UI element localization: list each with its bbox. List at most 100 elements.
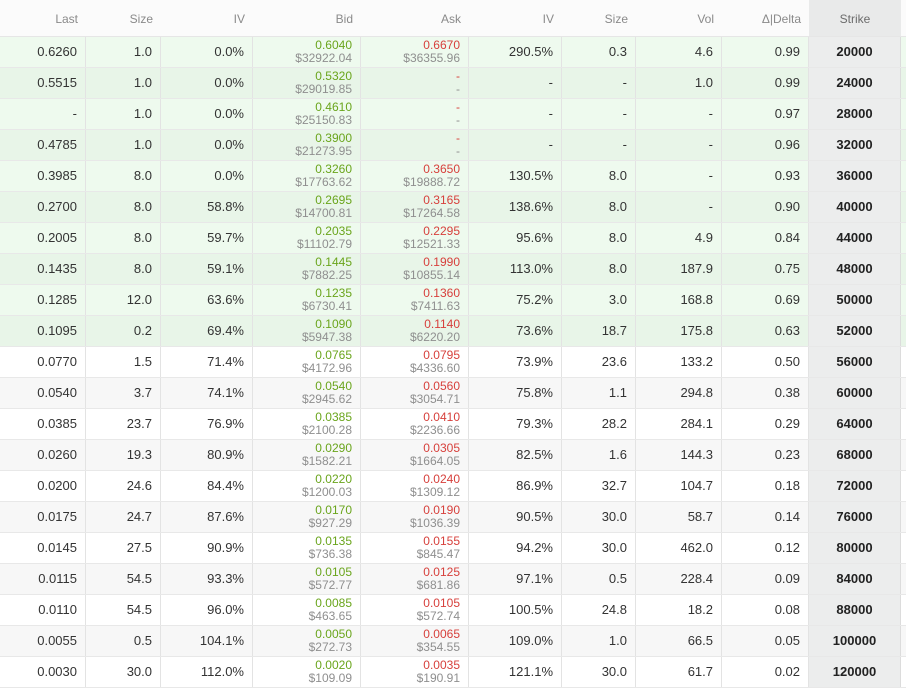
cell-bid[interactable]: 0.0050 $272.73: [253, 626, 361, 656]
cell-strike[interactable]: 120000: [809, 657, 901, 687]
col-header-delta[interactable]: Δ|Delta: [761, 12, 801, 26]
table-row[interactable]: 0.1435 8.0 59.1% 0.1445 $7882.25 0.1990 $10855…: [0, 254, 906, 285]
cell-ask[interactable]: --: [361, 99, 469, 129]
table-row[interactable]: 0.0260 19.3 80.9% 0.0290 $1582.21 0.0305 $1664…: [0, 440, 906, 471]
cell-bid[interactable]: 0.6040 $32922.04: [253, 37, 361, 67]
table-row[interactable]: 0.0110 54.5 96.0% 0.0085 $463.65 0.0105 $572.7…: [0, 595, 906, 626]
table-row[interactable]: 0.1285 12.0 63.6% 0.1235 $6730.41 0.1360 $7411…: [0, 285, 906, 316]
col-header-strike[interactable]: Strike: [809, 0, 901, 36]
cell-bid[interactable]: 0.5320 $29019.85: [253, 68, 361, 98]
cell-strike[interactable]: 20000: [809, 37, 901, 67]
cell-strike[interactable]: 36000: [809, 161, 901, 191]
cell-ask[interactable]: 0.0125 $681.86: [361, 564, 469, 594]
cell-ask[interactable]: 0.0795 $4336.60: [361, 347, 469, 377]
table-row[interactable]: 0.0115 54.5 93.3% 0.0105 $572.77 0.0125 $681.8…: [0, 564, 906, 595]
cell-bid[interactable]: 0.0290 $1582.21: [253, 440, 361, 470]
cell-strike[interactable]: 44000: [809, 223, 901, 253]
table-row[interactable]: 0.2700 8.0 58.8% 0.2695 $14700.81 0.3165 $1726…: [0, 192, 906, 223]
col-header-last[interactable]: Last: [55, 12, 78, 26]
cell-strike[interactable]: 32000: [809, 130, 901, 160]
cell-size: 8.0: [86, 161, 161, 191]
cell-ask[interactable]: 0.0240 $1309.12: [361, 471, 469, 501]
cell-strike[interactable]: 56000: [809, 347, 901, 377]
cell-strike[interactable]: 50000: [809, 285, 901, 315]
cell-strike[interactable]: 80000: [809, 533, 901, 563]
cell-delta: 0.02: [722, 657, 809, 687]
cell-bid[interactable]: 0.2035 $11102.79: [253, 223, 361, 253]
col-header-iv[interactable]: IV: [233, 12, 245, 26]
table-row[interactable]: 0.5515 1.0 0.0% 0.5320 $29019.85- - - -1.0 0.99 2…: [0, 68, 906, 99]
cell-bid[interactable]: 0.4610 $25150.83: [253, 99, 361, 129]
cell-bid[interactable]: 0.1090 $5947.38: [253, 316, 361, 346]
cell-bid[interactable]: 0.0020 $109.09: [253, 657, 361, 687]
table-row[interactable]: 0.4785 1.0 0.0% 0.3900 $21273.95- - - - -0.96 320…: [0, 130, 906, 161]
table-row[interactable]: -1.0 0.0% 0.4610 $25150.83- - - - -0.97 28000: [0, 99, 906, 130]
table-row[interactable]: 0.3985 8.0 0.0% 0.3260 $17763.62 0.3650 $19888…: [0, 161, 906, 192]
table-row[interactable]: 0.2005 8.0 59.7% 0.2035 $11102.79 0.2295 $1252…: [0, 223, 906, 254]
cell-bid[interactable]: 0.0170 $927.29: [253, 502, 361, 532]
cell-ask[interactable]: 0.0105 $572.74: [361, 595, 469, 625]
col-header-size-ask[interactable]: Size: [604, 12, 628, 26]
cell-ask[interactable]: 0.0035 $190.91: [361, 657, 469, 687]
cell-ask[interactable]: 0.1140 $6220.20: [361, 316, 469, 346]
table-row[interactable]: 0.0385 23.7 76.9% 0.0385 $2100.28 0.0410 $2236…: [0, 409, 906, 440]
cell-ask[interactable]: 0.6670 $36355.96: [361, 37, 469, 67]
col-header-iv-ask[interactable]: IV: [542, 12, 554, 26]
cell-ask[interactable]: --: [361, 68, 469, 98]
cell-strike[interactable]: 40000: [809, 192, 901, 222]
table-row[interactable]: 0.6260 1.0 0.0% 0.6040 $32922.04 0.6670 $36355…: [0, 37, 906, 68]
table-row[interactable]: 0.0055 0.5 104.1% 0.0050 $272.73 0.0065 $354.5…: [0, 626, 906, 657]
table-row[interactable]: 0.0770 1.5 71.4% 0.0765 $4172.96 0.0795 $4336.…: [0, 347, 906, 378]
cell-ask[interactable]: 0.0065 $354.55: [361, 626, 469, 656]
col-header-size[interactable]: Size: [129, 12, 153, 26]
cell-iv: 84.4%: [161, 471, 253, 501]
table-row[interactable]: 0.1095 0.2 69.4% 0.1090 $5947.38 0.1140 $6220.…: [0, 316, 906, 347]
cell-bid[interactable]: 0.0385 $2100.28: [253, 409, 361, 439]
cell-ask[interactable]: 0.2295 $12521.33: [361, 223, 469, 253]
cell-ask[interactable]: --: [361, 130, 469, 160]
cell-strike[interactable]: 100000: [809, 626, 901, 656]
cell-bid[interactable]: 0.0135 $736.38: [253, 533, 361, 563]
cell-strike[interactable]: 72000: [809, 471, 901, 501]
cell-vol: 133.2: [636, 347, 722, 377]
cell-bid[interactable]: 0.0220 $1200.03: [253, 471, 361, 501]
cell-bid[interactable]: 0.1445 $7882.25: [253, 254, 361, 284]
cell-strike[interactable]: 64000: [809, 409, 901, 439]
table-row[interactable]: 0.0145 27.5 90.9% 0.0135 $736.38 0.0155 $845.4…: [0, 533, 906, 564]
cell-bid[interactable]: 0.0765 $4172.96: [253, 347, 361, 377]
cell-ask[interactable]: 0.1990 $10855.14: [361, 254, 469, 284]
cell-bid[interactable]: 0.3260 $17763.62: [253, 161, 361, 191]
cell-strike[interactable]: 52000: [809, 316, 901, 346]
cell-bid[interactable]: 0.0540 $2945.62: [253, 378, 361, 408]
col-header-ask[interactable]: Ask: [440, 12, 461, 26]
table-row[interactable]: 0.0540 3.7 74.1% 0.0540 $2945.62 0.0560 $3054.…: [0, 378, 906, 409]
cell-strike[interactable]: 68000: [809, 440, 901, 470]
cell-strike[interactable]: 24000: [809, 68, 901, 98]
cell-bid[interactable]: 0.0085 $463.65: [253, 595, 361, 625]
cell-ask[interactable]: 0.3650 $19888.72: [361, 161, 469, 191]
cell-ask[interactable]: 0.0410 $2236.66: [361, 409, 469, 439]
cell-ask[interactable]: 0.0560 $3054.71: [361, 378, 469, 408]
cell-strike[interactable]: 60000: [809, 378, 901, 408]
cell-size2: -: [562, 99, 636, 129]
cell-bid[interactable]: 0.0105 $572.77: [253, 564, 361, 594]
cell-ask[interactable]: 0.0155 $845.47: [361, 533, 469, 563]
cell-bid[interactable]: 0.2695 $14700.81: [253, 192, 361, 222]
col-header-vol[interactable]: Vol: [697, 12, 714, 26]
table-row[interactable]: 0.0200 24.6 84.4% 0.0220 $1200.03 0.0240 $1309…: [0, 471, 906, 502]
cell-bid[interactable]: 0.3900 $21273.95: [253, 130, 361, 160]
cell-ask[interactable]: 0.3165 $17264.58: [361, 192, 469, 222]
cell-strike[interactable]: 48000: [809, 254, 901, 284]
cell-bid[interactable]: 0.1235 $6730.41: [253, 285, 361, 315]
cell-ask[interactable]: 0.0305 $1664.05: [361, 440, 469, 470]
cell-ask[interactable]: 0.1360 $7411.63: [361, 285, 469, 315]
cell-strike[interactable]: 88000: [809, 595, 901, 625]
cell-ask[interactable]: 0.0190 $1036.39: [361, 502, 469, 532]
cell-strike[interactable]: 76000: [809, 502, 901, 532]
cell-size2: 30.0: [562, 533, 636, 563]
table-row[interactable]: 0.0175 24.7 87.6% 0.0170 $927.29 0.0190 $1036.…: [0, 502, 906, 533]
cell-strike[interactable]: 84000: [809, 564, 901, 594]
table-row[interactable]: 0.0030 30.0 112.0% 0.0020 $109.09 0.0035 $190.…: [0, 657, 906, 688]
col-header-bid[interactable]: Bid: [335, 12, 353, 26]
cell-strike[interactable]: 28000: [809, 99, 901, 129]
